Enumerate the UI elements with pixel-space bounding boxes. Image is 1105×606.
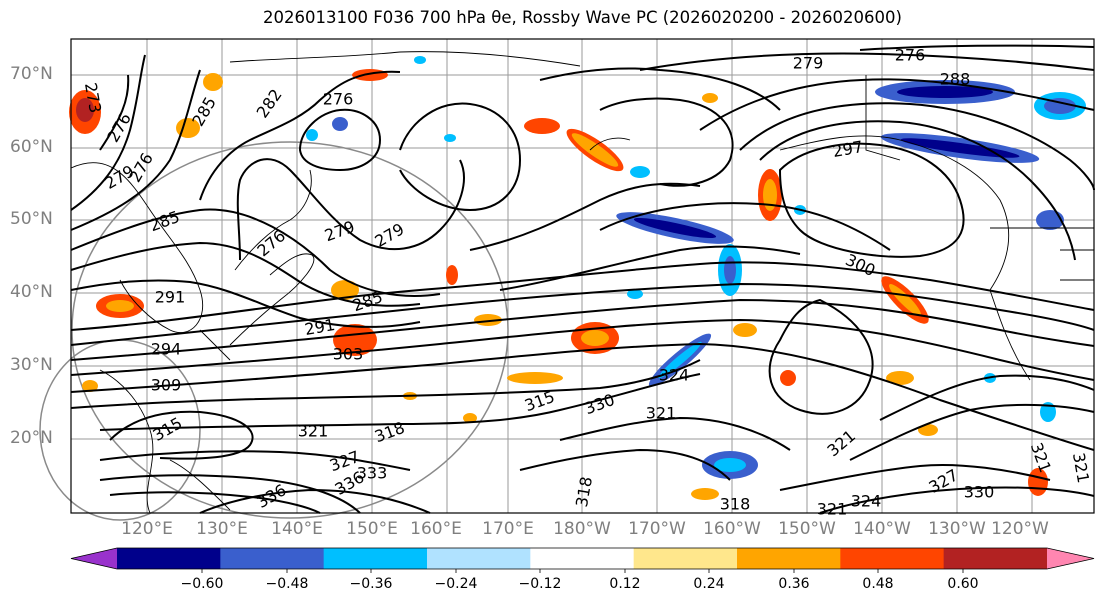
lat-label: 70°N [10, 64, 53, 84]
theta-e-contours [70, 44, 1095, 514]
contour-label: 303 [333, 345, 364, 364]
colorbar-tick-label: −0.12 [518, 576, 562, 592]
lon-label: 150°W [778, 519, 836, 539]
lat-label: 50°N [10, 209, 53, 229]
contour-label: 276 [323, 90, 354, 109]
page-title: 2026013100 F036 700 hPa θe, Rossby Wave … [263, 8, 902, 27]
colorbar-tick-label: 0.48 [862, 576, 894, 592]
contour-label: 291 [155, 288, 186, 307]
contour-label: 288 [940, 70, 971, 89]
lon-label: 120°W [991, 519, 1049, 539]
colorbar-segment [117, 548, 221, 569]
lon-label: 160°W [703, 519, 761, 539]
colorbar-tick-label: 0.24 [693, 576, 725, 592]
colorbar-segment [737, 548, 841, 569]
contour-label: 321 [817, 500, 848, 519]
lon-label: 170°E [482, 519, 534, 539]
lat-label: 20°N [10, 428, 53, 448]
contour-label: 321 [646, 404, 677, 423]
lon-label: 140°E [271, 519, 323, 539]
lat-label: 40°N [10, 282, 53, 302]
lat-label: 30°N [10, 355, 53, 375]
contour-label: 333 [357, 464, 388, 483]
colorbar-tick-label: −0.48 [265, 576, 309, 592]
lon-label: 130°E [196, 519, 248, 539]
lon-label: 180°W [553, 519, 611, 539]
lon-label: 170°W [628, 519, 686, 539]
colorbar-tick-label: 0.12 [609, 576, 641, 592]
lon-label: 120°E [121, 519, 173, 539]
contour-label: 324 [659, 366, 690, 385]
contour-label: 321 [298, 422, 329, 441]
map-frame [70, 38, 1095, 514]
lon-label: 160°E [410, 519, 462, 539]
colorbar-segment [943, 548, 1048, 569]
colorbar-extend-max [1047, 548, 1094, 569]
colorbar [70, 547, 1095, 573]
contour-label: 276 [895, 46, 926, 65]
colorbar-tick-label: −0.60 [180, 576, 224, 592]
colorbar-extend-min [71, 548, 117, 569]
colorbar-tick-label: −0.24 [434, 576, 478, 592]
colorbar-segment [633, 548, 738, 569]
colorbar-tick-label: 0.36 [778, 576, 810, 592]
lon-label: 140°W [853, 519, 911, 539]
contour-label: 294 [151, 340, 182, 359]
pc-shading [69, 56, 1086, 500]
contour-label: 330 [964, 483, 995, 502]
colorbar-tick-label: −0.36 [349, 576, 393, 592]
colorbar-tick-label: 0.60 [947, 576, 979, 592]
lon-label: 150°E [346, 519, 398, 539]
colorbar-segment [323, 548, 428, 569]
colorbar-segment [220, 548, 325, 569]
lon-label: 130°W [928, 519, 986, 539]
colorbar-segment [840, 548, 945, 569]
colorbar-outline [70, 547, 1095, 570]
contour-label: 279 [793, 54, 824, 73]
contour-label: 318 [720, 495, 751, 514]
colorbar-segment [427, 548, 531, 569]
lat-label: 60°N [10, 137, 53, 157]
colorbar-segment [530, 548, 635, 569]
contour-label: 324 [851, 492, 882, 511]
contour-label: 309 [151, 376, 182, 395]
